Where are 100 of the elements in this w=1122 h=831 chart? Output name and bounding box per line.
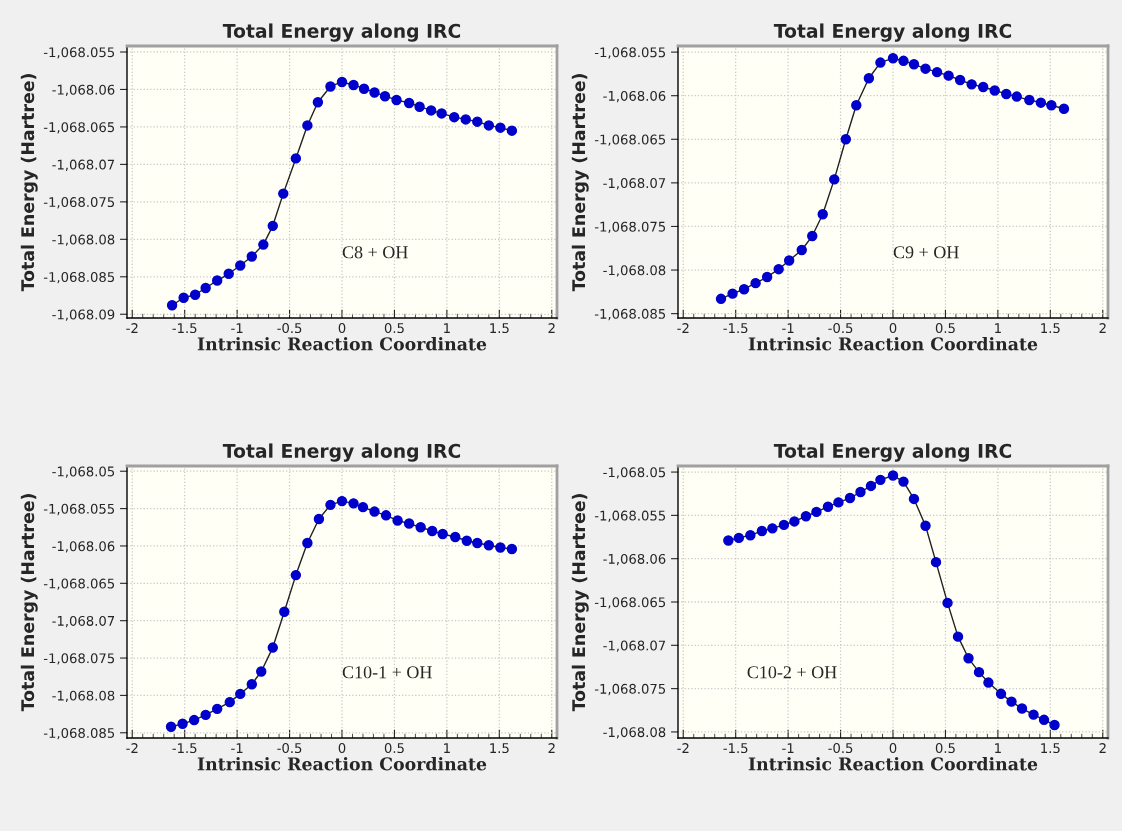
x-tick-label: 0.5 bbox=[384, 323, 404, 334]
y-tick-label: -1,068.08 bbox=[52, 234, 115, 246]
point bbox=[1058, 103, 1070, 114]
x-tick-label: -0.5 bbox=[828, 323, 853, 334]
point bbox=[256, 666, 267, 677]
point bbox=[425, 105, 437, 116]
point bbox=[426, 525, 438, 537]
point bbox=[966, 79, 977, 90]
point bbox=[943, 70, 954, 81]
y-tick-label: -1,068.06 bbox=[52, 84, 115, 97]
point bbox=[887, 52, 899, 64]
y-tick-label: -1,068.07 bbox=[52, 159, 115, 171]
x-tick-label: -1.5 bbox=[172, 323, 197, 334]
point bbox=[1016, 703, 1028, 714]
point bbox=[246, 678, 258, 690]
point bbox=[302, 120, 313, 131]
y-tick-label: -1,068.055 bbox=[594, 510, 666, 522]
point bbox=[358, 83, 370, 94]
y-tick-label: -1,068.055 bbox=[594, 47, 666, 59]
x-tick-label: -1 bbox=[231, 743, 243, 753]
y-tick-label: -1,068.05 bbox=[603, 467, 666, 479]
point bbox=[1049, 719, 1060, 731]
point bbox=[223, 268, 234, 279]
x-tick-label: -2 bbox=[126, 323, 138, 333]
point bbox=[336, 76, 348, 88]
point bbox=[348, 79, 359, 91]
point bbox=[954, 74, 966, 86]
y-tick-label: -1,068.055 bbox=[43, 503, 115, 516]
y-tick-label: -1,068.065 bbox=[594, 597, 666, 609]
annotation: C10-1 + OH bbox=[342, 666, 432, 679]
point bbox=[715, 293, 727, 305]
y-axis-title: Total Energy (Hartree) bbox=[20, 74, 38, 292]
point bbox=[200, 709, 211, 721]
x-tick-label: -1 bbox=[782, 743, 794, 753]
point bbox=[1011, 91, 1022, 102]
x-tick-label: -1 bbox=[782, 323, 794, 333]
y-tick-label: -1,068.05 bbox=[52, 466, 115, 478]
point bbox=[278, 188, 289, 199]
point bbox=[403, 97, 415, 109]
y-axis-title: Total Energy (Hartree) bbox=[571, 74, 589, 292]
point bbox=[279, 606, 290, 617]
point bbox=[908, 59, 920, 70]
point bbox=[1038, 714, 1050, 726]
x-tick-label: 0.5 bbox=[935, 743, 955, 754]
point bbox=[369, 506, 380, 517]
x-tick-label: 0 bbox=[889, 323, 897, 334]
chart-title: Total Energy along IRC bbox=[222, 443, 461, 462]
point bbox=[844, 492, 856, 504]
point bbox=[178, 292, 189, 303]
point bbox=[875, 57, 886, 68]
x-tick-label: -1.5 bbox=[172, 743, 197, 754]
x-tick-label: -2 bbox=[677, 323, 689, 333]
x-tick-label: 2 bbox=[548, 743, 555, 753]
point bbox=[977, 81, 989, 93]
point bbox=[258, 239, 269, 250]
point bbox=[506, 543, 518, 555]
point bbox=[865, 480, 877, 492]
point bbox=[461, 535, 473, 546]
point bbox=[963, 653, 974, 664]
x-tick-label: 1 bbox=[444, 743, 450, 753]
x-axis-title: Intrinsic Reaction Coordinate bbox=[748, 757, 1038, 771]
x-tick-label: 2 bbox=[1099, 323, 1106, 333]
x-tick-label: -2 bbox=[126, 743, 138, 753]
point bbox=[235, 260, 246, 271]
point bbox=[357, 501, 369, 513]
point bbox=[733, 532, 745, 544]
point bbox=[989, 85, 1000, 96]
point bbox=[379, 90, 391, 102]
point bbox=[302, 537, 313, 549]
x-tick-label: 1.5 bbox=[1041, 323, 1060, 334]
point bbox=[738, 284, 750, 295]
y-tick-label: -1,068.055 bbox=[43, 47, 115, 59]
chart-title: Total Energy along IRC bbox=[773, 443, 1012, 462]
x-tick-label: -2 bbox=[677, 743, 689, 753]
point bbox=[325, 81, 336, 92]
point bbox=[1001, 88, 1012, 100]
point bbox=[930, 556, 942, 568]
point bbox=[875, 474, 886, 486]
chart-title: Total Energy along IRC bbox=[222, 23, 461, 42]
x-tick-label: 1 bbox=[444, 323, 450, 333]
point bbox=[200, 282, 211, 294]
x-axis-title: Intrinsic Reaction Coordinate bbox=[748, 337, 1038, 351]
point bbox=[336, 495, 348, 507]
y-tick-label: -1,068.06 bbox=[603, 90, 666, 103]
point bbox=[811, 506, 822, 518]
point bbox=[1046, 100, 1057, 111]
point bbox=[483, 539, 495, 551]
annotation: C10-2 + OH bbox=[747, 666, 837, 679]
point bbox=[983, 677, 994, 688]
point bbox=[783, 255, 795, 266]
x-tick-label: 1 bbox=[995, 743, 1001, 753]
y-tick-label: -1,068.07 bbox=[52, 615, 115, 628]
point bbox=[483, 120, 495, 131]
point bbox=[460, 114, 471, 125]
point bbox=[767, 523, 778, 534]
point bbox=[325, 499, 336, 511]
y-tick-label: -1,068.075 bbox=[594, 221, 666, 234]
point bbox=[1024, 94, 1035, 106]
point bbox=[369, 87, 380, 98]
x-tick-label: -0.5 bbox=[828, 743, 853, 754]
